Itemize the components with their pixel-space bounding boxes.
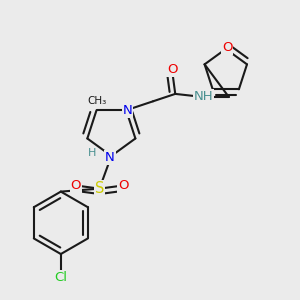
Text: O: O bbox=[118, 179, 128, 192]
Text: N: N bbox=[105, 151, 115, 164]
Text: S: S bbox=[95, 181, 104, 196]
Text: H: H bbox=[88, 148, 96, 158]
Text: NH: NH bbox=[194, 90, 213, 104]
Text: O: O bbox=[167, 63, 178, 76]
Text: O: O bbox=[222, 41, 232, 54]
Text: Cl: Cl bbox=[54, 271, 67, 284]
Text: O: O bbox=[70, 179, 81, 192]
Text: N: N bbox=[123, 104, 133, 117]
Text: CH₃: CH₃ bbox=[87, 96, 106, 106]
